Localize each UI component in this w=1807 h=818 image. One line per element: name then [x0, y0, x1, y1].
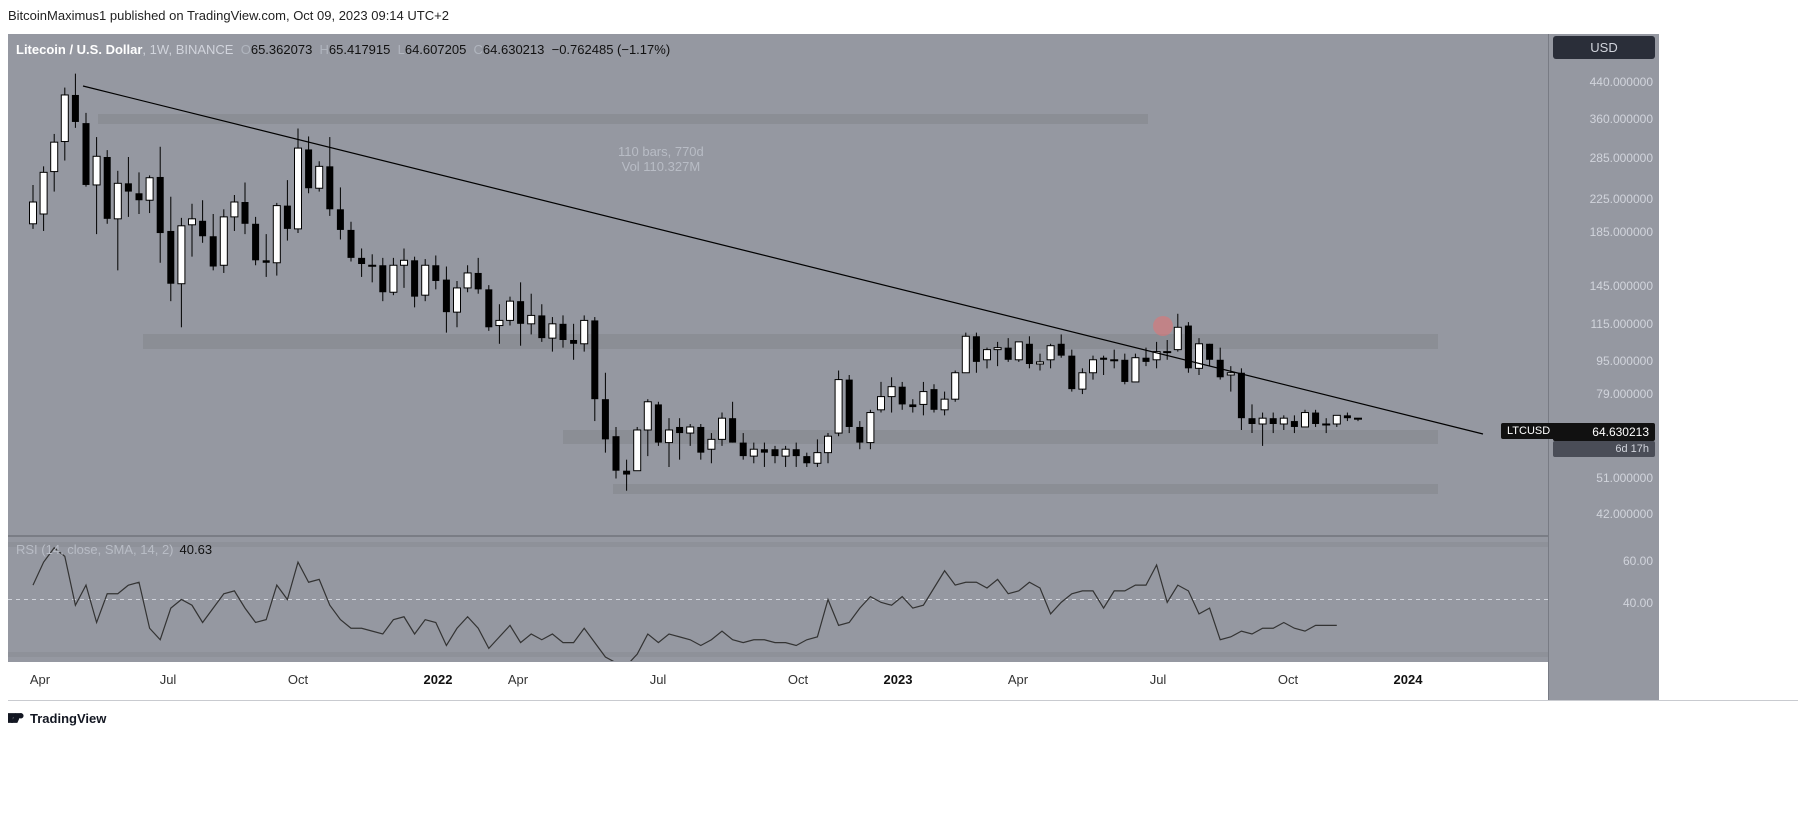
chart[interactable]: Litecoin / U.S. Dollar, 1W, BINANCE O65.… — [8, 34, 1548, 700]
tradingview-brand: TradingView — [8, 706, 106, 730]
time-axis[interactable]: AprJulOct2022AprJulOct2023AprJulOct2024 — [8, 661, 1548, 701]
footer-divider — [8, 700, 1798, 701]
rsi-pane[interactable]: RSI (14, close, SMA, 14, 2)40.63 — [8, 535, 1548, 662]
publisher-line: BitcoinMaximus1 published on TradingView… — [8, 8, 449, 23]
chart-legend: Litecoin / U.S. Dollar, 1W, BINANCE O65.… — [16, 42, 670, 57]
quote-currency-badge: USD — [1553, 36, 1655, 59]
tradingview-icon — [8, 713, 24, 723]
measure-stat: 110 bars, 770d Vol 110.327M — [618, 144, 704, 174]
rsi-legend: RSI (14, close, SMA, 14, 2)40.63 — [16, 542, 212, 557]
price-pane[interactable]: Litecoin / U.S. Dollar, 1W, BINANCE O65.… — [8, 34, 1548, 533]
price-axis[interactable]: USD 440.000000360.000000285.000000225.00… — [1548, 34, 1659, 700]
